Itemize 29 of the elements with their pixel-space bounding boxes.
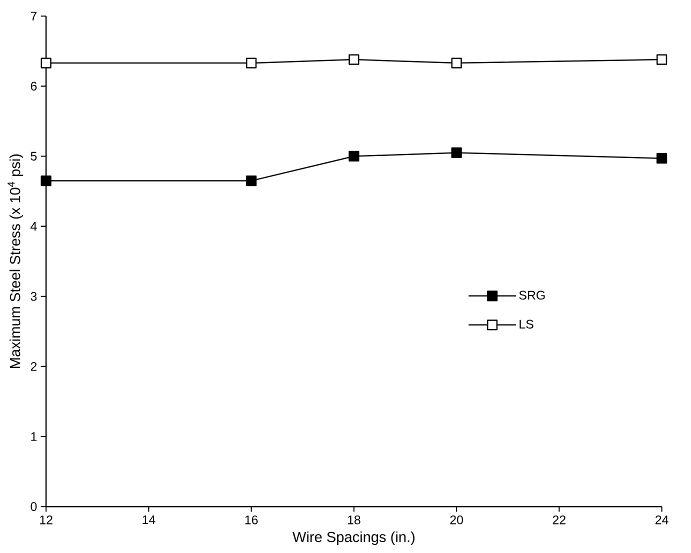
point — [40, 176, 52, 186]
point — [246, 176, 257, 186]
y-tick-label: 4 — [30, 222, 37, 231]
point — [451, 58, 462, 69]
x-tick-label: 16 — [245, 516, 258, 524]
y-tick-label: 0 — [30, 502, 37, 512]
x-tick-label: 14 — [142, 516, 156, 524]
legend-label: SRG — [519, 290, 545, 300]
point — [348, 54, 360, 66]
y-tick-label: 2 — [30, 362, 37, 371]
y-axis-title: Maximum Steel Stress (x 10$^{4}$ psi) — [8, 154, 24, 368]
x-tick-label: 18 — [348, 516, 360, 524]
point — [348, 151, 360, 162]
y-tick-label: 6 — [30, 82, 37, 91]
y-tick-label: 3 — [30, 292, 37, 301]
x-tick-label: 12 — [40, 516, 52, 524]
x-axis-title: Wire Spacings (in.) — [292, 532, 414, 546]
point — [246, 58, 257, 69]
point — [656, 153, 668, 164]
point — [40, 58, 52, 69]
y-tick-label: 1 — [31, 432, 37, 441]
x-tick-label: 22 — [552, 516, 566, 524]
point — [656, 54, 668, 66]
legend-label: LS — [520, 320, 534, 329]
point — [451, 148, 462, 158]
x-tick-label: 24 — [655, 516, 668, 524]
x-tick-label: 20 — [450, 516, 464, 524]
y-tick-label: 7 — [30, 12, 37, 21]
y-tick-label: 5 — [30, 152, 37, 161]
